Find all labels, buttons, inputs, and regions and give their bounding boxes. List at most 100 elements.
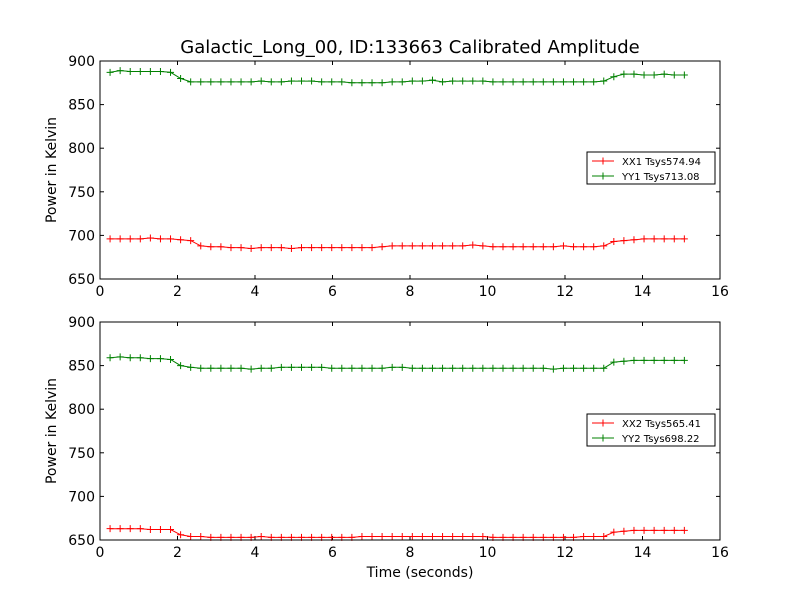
x-tick-label: 10: [479, 545, 497, 561]
legend-marker: [599, 172, 607, 180]
data-point: [378, 364, 386, 372]
x-tick-label: 8: [406, 545, 415, 561]
data-point: [126, 67, 134, 75]
data-point: [620, 527, 628, 535]
data-point: [570, 78, 578, 86]
data-point: [247, 78, 255, 86]
data-point: [338, 78, 346, 86]
data-point: [388, 533, 396, 541]
data-point: [418, 242, 426, 250]
data-point: [126, 235, 134, 243]
x-tick-label: 14: [634, 284, 652, 300]
data-point: [207, 78, 215, 86]
data-point: [600, 242, 608, 250]
data-point: [670, 235, 678, 243]
data-point: [267, 78, 275, 86]
data-point: [449, 364, 457, 372]
data-point: [116, 67, 124, 75]
data-point: [600, 77, 608, 85]
data-point: [519, 243, 527, 251]
data-point: [308, 363, 316, 371]
data-point: [308, 77, 316, 85]
data-point: [640, 235, 648, 243]
data-point: [559, 364, 567, 372]
legend-label: XX2 Tsys565.41: [622, 419, 701, 430]
data-point: [217, 364, 225, 372]
data-point: [680, 235, 688, 243]
data-point: [680, 71, 688, 79]
data-point: [277, 363, 285, 371]
data-point: [116, 235, 124, 243]
x-axis-label: Time (seconds): [366, 565, 474, 581]
x-tick-label: 16: [711, 545, 729, 561]
axes-frame: [99, 321, 721, 541]
data-point: [398, 78, 406, 86]
axes-frame: [99, 60, 721, 280]
data-point: [620, 237, 628, 245]
data-point: [177, 74, 185, 82]
data-point: [580, 78, 588, 86]
data-point: [378, 79, 386, 87]
data-point: [519, 364, 527, 372]
y-tick-label: 800: [68, 141, 95, 157]
figure-title: Galactic_Long_00, ID:133663 Calibrated A…: [180, 37, 639, 58]
legend-marker: [599, 157, 607, 165]
data-point: [529, 78, 537, 86]
y-tick-label: 850: [68, 359, 95, 375]
data-point: [298, 244, 305, 252]
data-point: [167, 355, 175, 363]
data-point: [469, 241, 477, 249]
x-tick-label: 12: [556, 545, 574, 561]
data-point: [398, 242, 406, 250]
legend-label: YY1 Tsys713.08: [621, 172, 700, 183]
data-point: [660, 235, 668, 243]
data-point: [428, 533, 436, 541]
data-point: [469, 533, 477, 541]
data-point: [459, 364, 467, 372]
data-point: [167, 526, 175, 534]
data-point: [459, 77, 467, 85]
data-point: [499, 78, 507, 86]
x-tick-label: 8: [406, 284, 415, 300]
data-point: [156, 235, 164, 243]
data-point: [459, 242, 467, 250]
data-point: [630, 356, 638, 364]
data-point: [428, 242, 436, 250]
data-point: [509, 243, 517, 251]
x-tick-label: 16: [711, 284, 729, 300]
data-point: [539, 78, 547, 86]
data-point: [559, 78, 567, 86]
data-point: [116, 353, 124, 361]
data-point: [610, 73, 618, 81]
data-point: [590, 78, 598, 86]
data-point: [287, 363, 295, 371]
data-point: [187, 533, 195, 541]
data-point: [499, 243, 507, 251]
data-point: [580, 364, 588, 372]
data-point: [257, 77, 265, 85]
data-point: [499, 364, 507, 372]
data-point: [177, 531, 185, 539]
chart-panel-top: 0 2 4 6 8 10 12 14 16 650 700 750 800 850 900 Power in …: [44, 54, 729, 300]
data-point: [529, 243, 537, 251]
data-point: [529, 364, 537, 372]
x-tick-label: 6: [328, 284, 337, 300]
data-point: [287, 244, 295, 252]
data-point: [348, 364, 356, 372]
data-point: [318, 363, 326, 371]
data-point: [650, 526, 658, 534]
data-point: [600, 533, 608, 541]
data-point: [217, 243, 225, 251]
data-point: [449, 77, 457, 85]
data-point: [368, 533, 376, 541]
data-point: [640, 71, 648, 79]
data-point: [227, 78, 235, 86]
legend: XX1 Tsys574.94 YY1 Tsys713.08: [586, 151, 716, 185]
x-tick-label: 4: [251, 284, 260, 300]
data-point: [368, 79, 376, 87]
data-point: [368, 364, 376, 372]
data-point: [549, 243, 557, 251]
data-point: [187, 78, 195, 86]
data-point: [267, 244, 275, 252]
y-tick-label: 800: [68, 402, 95, 418]
